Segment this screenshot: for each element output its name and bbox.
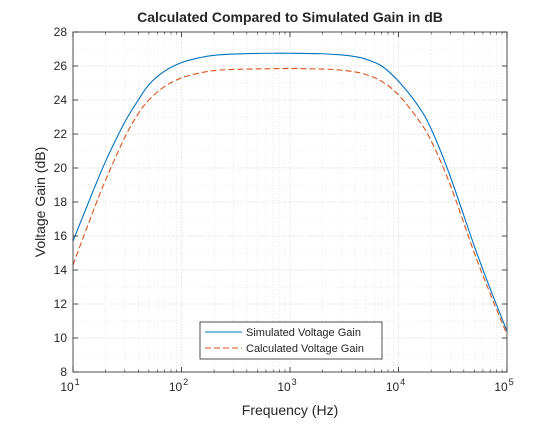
legend: Simulated Voltage Gain Calculated Voltag… [199,321,383,360]
y-tick-label: 16 [54,229,68,243]
y-tick-label: 18 [54,195,68,209]
series-line-simulated [72,52,508,332]
series-layer [72,52,508,335]
x-axis-label: Frequency (Hz) [242,402,338,418]
tick-marks [72,31,508,373]
x-tick-labels: 101 102 103 104 105 [60,377,513,394]
y-tick-label: 28 [54,25,68,39]
y-tick-label: 10 [54,331,68,345]
x-tick-label: 105 [494,377,513,394]
legend-label-simulated: Simulated Voltage Gain [246,327,361,339]
y-tick-label: 14 [54,263,68,277]
series-line-calculated [72,67,508,335]
y-tick-label: 26 [54,59,68,73]
x-tick-label: 102 [169,377,188,394]
x-tick-label: 103 [277,377,296,394]
y-axis-label: Voltage Gain (dB) [32,147,48,258]
y-tick-label: 22 [54,127,68,141]
y-tick-label: 24 [54,93,68,107]
y-tick-labels: 8 10 12 14 16 18 20 22 24 26 28 [54,25,68,379]
legend-box [199,321,383,360]
chart-title: Calculated Compared to Simulated Gain in… [137,9,443,25]
y-tick-label: 20 [54,161,68,175]
legend-label-calculated: Calculated Voltage Gain [246,343,364,355]
x-tick-label: 104 [386,377,405,394]
x-tick-label: 101 [60,377,79,394]
y-tick-label: 12 [54,297,68,311]
y-tick-label: 8 [60,365,67,379]
